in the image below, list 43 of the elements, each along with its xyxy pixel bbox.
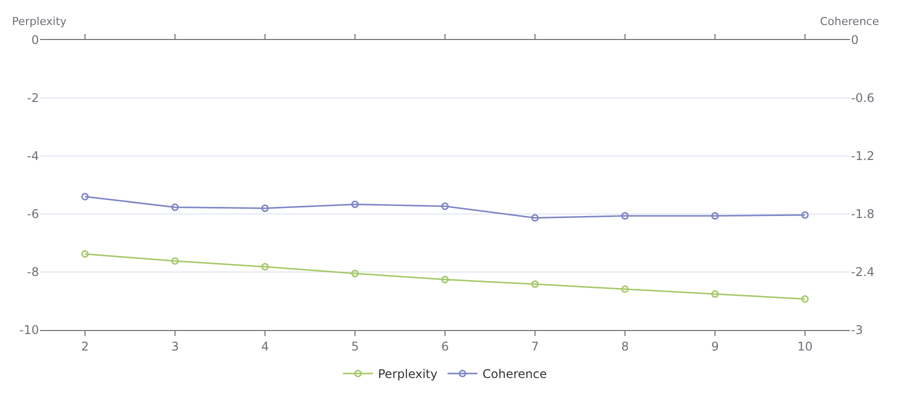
- point: [441, 276, 449, 284]
- y-tick-label: -10: [19, 323, 39, 338]
- x-tick-label: 9: [711, 339, 719, 354]
- x-tick-label: 4: [261, 339, 269, 354]
- x-tick-label: 3: [171, 339, 179, 354]
- point: [621, 212, 629, 220]
- point: [171, 203, 179, 211]
- y2-tick-label: -1.8: [851, 207, 874, 222]
- x-tick-label: 8: [621, 339, 629, 354]
- point: [531, 214, 539, 222]
- y-tick-label: 0: [31, 33, 39, 48]
- y2-axis-title: Coherence: [820, 15, 880, 28]
- y-axis-title: Perplexity: [12, 15, 68, 28]
- y2-tick-label: -3: [851, 323, 863, 338]
- point: [171, 257, 179, 265]
- legend-label: Perplexity: [378, 367, 438, 382]
- legend-label: Coherence: [482, 367, 547, 382]
- point: [81, 250, 89, 258]
- point: [621, 285, 629, 293]
- y-tick-label: -2: [27, 91, 39, 106]
- point: [801, 211, 809, 219]
- x-tick-label: 5: [351, 339, 359, 354]
- y-tick-label: -6: [27, 207, 39, 222]
- point: [261, 263, 269, 271]
- point: [81, 192, 89, 200]
- point: [351, 200, 359, 208]
- x-tick-label: 7: [531, 339, 539, 354]
- y-tick-label: -8: [27, 265, 39, 280]
- y2-tick-label: 0: [851, 33, 859, 48]
- y2-tick-label: -0.6: [851, 91, 874, 106]
- y2-tick-label: -1.2: [851, 149, 874, 164]
- point: [261, 204, 269, 212]
- x-tick-label: 10: [797, 339, 813, 354]
- point: [711, 212, 719, 220]
- x-tick-label: 2: [81, 339, 89, 354]
- point: [351, 270, 359, 278]
- point: [441, 202, 449, 210]
- point: [711, 290, 719, 298]
- y-tick-label: -4: [27, 149, 39, 164]
- point: [801, 295, 809, 303]
- x-tick-label: 6: [441, 339, 449, 354]
- y2-tick-label: -2.4: [851, 265, 874, 280]
- point: [531, 280, 539, 288]
